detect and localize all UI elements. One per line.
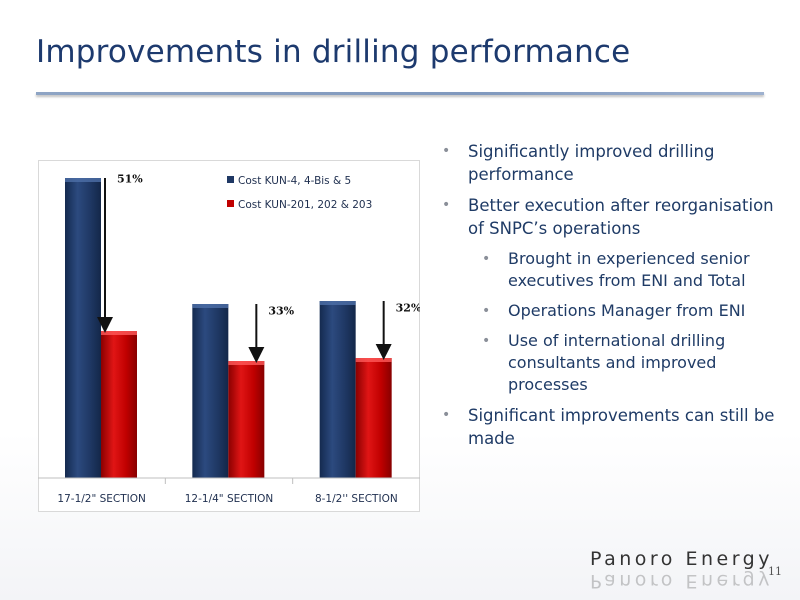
x-tick-label-2: 8-1/2'' SECTION: [315, 493, 398, 505]
bullet-dot-icon: •: [482, 333, 491, 349]
reduction-label-0: 51%: [117, 173, 143, 186]
bar-cap-0-0: [65, 178, 101, 182]
bullet-item: • Significantly improved drilling perform…: [438, 140, 778, 186]
bullet-text: Significant improvements can still be ma…: [468, 406, 775, 448]
bar-cap-1-2: [355, 358, 392, 362]
bar-series1-0: [65, 178, 101, 478]
bullet-item: • Significant improvements can still be m…: [438, 404, 778, 450]
bar-chart: 51% 33% 32% 17-1/2" SECTION 12-1/4" SECTION…: [38, 160, 420, 512]
legend-swatch-1: [227, 200, 234, 207]
sub-bullet-item: • Use of international drilling consultan…: [438, 330, 778, 396]
bullet-dot-icon: •: [442, 143, 451, 159]
bullet-text: Significantly improved drilling performa…: [468, 142, 715, 184]
bullet-dot-icon: •: [482, 251, 491, 267]
reduction-label-1: 33%: [268, 305, 294, 318]
bullet-dot-icon: •: [442, 407, 451, 423]
bullet-dot-icon: •: [482, 303, 491, 319]
legend-label-0: Cost KUN-4, 4-Bis & 5: [238, 175, 351, 187]
bar-series1-2: [319, 301, 356, 478]
sub-bullet-item: • Brought in experienced senior executive…: [438, 248, 778, 292]
bullet-text: Better execution after reorganisation of…: [468, 196, 774, 238]
reduction-label-2: 32%: [396, 302, 420, 315]
bar-cap-0-2: [319, 301, 356, 305]
bullet-dot-icon: •: [442, 197, 451, 213]
bar-cap-1-0: [101, 331, 137, 335]
legend-swatch-0: [227, 176, 234, 183]
bullet-item: • Better execution after reorganisation o…: [438, 194, 778, 240]
bullet-text: Operations Manager from ENI: [508, 301, 746, 320]
bullet-list: • Significantly improved drilling perform…: [438, 140, 778, 458]
page-number: 11: [768, 565, 782, 578]
logo-text: Panoro Energy: [590, 548, 773, 570]
bullet-text: Use of international drilling consultant…: [508, 331, 726, 394]
bar-series2-1: [228, 361, 265, 478]
sub-bullet-item: • Operations Manager from ENI: [438, 300, 778, 322]
bar-series1-1: [192, 304, 229, 478]
bar-cap-0-1: [192, 304, 229, 308]
slide-title: Improvements in drilling performance: [36, 34, 631, 70]
bar-series2-2: [355, 358, 392, 478]
bullet-text: Brought in experienced senior executives…: [508, 249, 750, 290]
bar-cap-1-1: [228, 361, 265, 365]
logo-reflection: Panoro Energy: [590, 570, 773, 592]
x-tick-label-1: 12-1/4" SECTION: [185, 493, 273, 505]
x-tick-label-0: 17-1/2" SECTION: [57, 493, 145, 505]
bar-chart-svg: 51% 33% 32% 17-1/2" SECTION 12-1/4" SECTION…: [38, 160, 420, 512]
legend-label-1: Cost KUN-201, 202 & 203: [238, 199, 372, 211]
company-logo: Panoro Energy Panoro Energy: [590, 548, 780, 592]
title-divider: [36, 92, 764, 95]
bar-series2-0: [101, 331, 137, 478]
